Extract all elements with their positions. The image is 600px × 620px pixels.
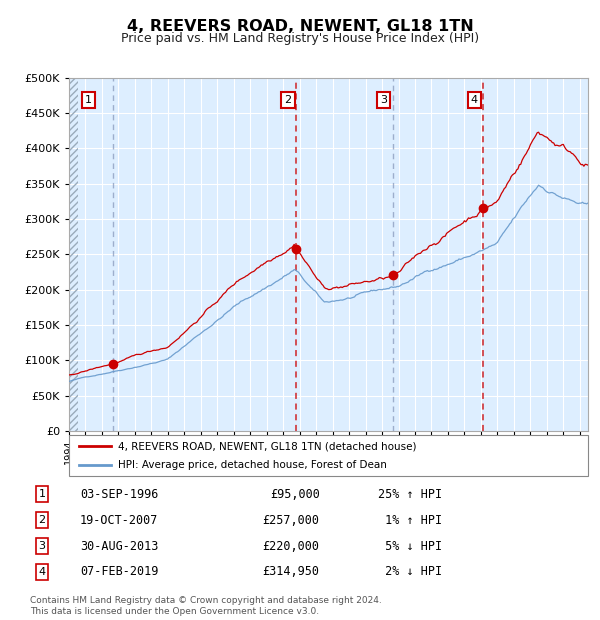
Text: This data is licensed under the Open Government Licence v3.0.: This data is licensed under the Open Gov… (30, 607, 319, 616)
Text: 19-OCT-2007: 19-OCT-2007 (80, 513, 158, 526)
Text: 1% ↑ HPI: 1% ↑ HPI (379, 513, 443, 526)
FancyBboxPatch shape (69, 435, 588, 476)
Text: 4: 4 (471, 95, 478, 105)
Text: £95,000: £95,000 (270, 488, 320, 500)
Text: 2: 2 (38, 515, 46, 525)
Text: 2% ↓ HPI: 2% ↓ HPI (379, 565, 443, 578)
Text: 03-SEP-1996: 03-SEP-1996 (80, 488, 158, 500)
Text: HPI: Average price, detached house, Forest of Dean: HPI: Average price, detached house, Fore… (118, 461, 387, 471)
Text: 2: 2 (284, 95, 292, 105)
Bar (69, 78, 78, 431)
Text: 30-AUG-2013: 30-AUG-2013 (80, 539, 158, 552)
Text: 4: 4 (38, 567, 46, 577)
Text: 1: 1 (38, 489, 46, 499)
Text: £314,950: £314,950 (263, 565, 320, 578)
Text: 1: 1 (85, 95, 92, 105)
Text: 25% ↑ HPI: 25% ↑ HPI (379, 488, 443, 500)
Text: 5% ↓ HPI: 5% ↓ HPI (379, 539, 443, 552)
Text: Price paid vs. HM Land Registry's House Price Index (HPI): Price paid vs. HM Land Registry's House … (121, 32, 479, 45)
Text: 3: 3 (380, 95, 387, 105)
Text: 3: 3 (38, 541, 46, 551)
Text: Contains HM Land Registry data © Crown copyright and database right 2024.: Contains HM Land Registry data © Crown c… (30, 596, 382, 605)
Text: 07-FEB-2019: 07-FEB-2019 (80, 565, 158, 578)
Text: £257,000: £257,000 (263, 513, 320, 526)
Text: £220,000: £220,000 (263, 539, 320, 552)
Text: 4, REEVERS ROAD, NEWENT, GL18 1TN: 4, REEVERS ROAD, NEWENT, GL18 1TN (127, 19, 473, 33)
Text: 4, REEVERS ROAD, NEWENT, GL18 1TN (detached house): 4, REEVERS ROAD, NEWENT, GL18 1TN (detac… (118, 441, 417, 451)
